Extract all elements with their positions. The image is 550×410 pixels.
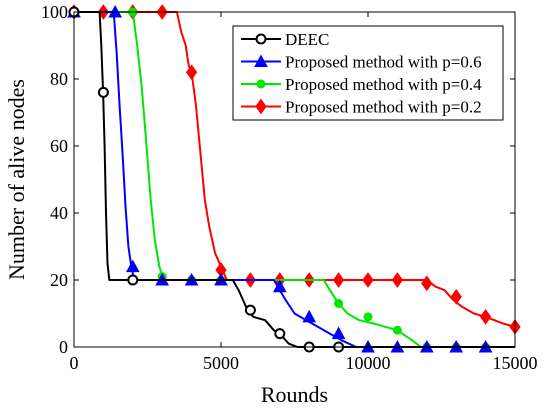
legend-item-2: Proposed method with p=0.6 [241,53,482,72]
series-4-marker-5 [185,64,198,81]
legend-box [232,25,504,121]
x-tick-label-2: 10000 [346,353,391,373]
legend-item-3: Proposed method with p=0.4 [241,75,482,94]
series-4-marker-15 [479,308,492,325]
series-1 [68,6,515,353]
series-layer [67,4,521,353]
series-2-marker-7 [272,279,287,293]
series-1-marker-2 [97,86,109,98]
series-1-marker-5 [274,328,286,340]
legend: DEEC Proposed method with p=0.6 Proposed m… [232,25,504,121]
y-tick-label-5: 100 [41,2,68,22]
y-axis-title: Number of alive nodes [4,79,29,280]
series-3-marker-8 [392,325,402,335]
legend-item-2-marker [254,54,268,67]
legend-item-1: DEEC [241,30,329,49]
y-tick-label-1: 20 [50,270,68,290]
legend-item-3-label: Proposed method with p=0.4 [285,75,482,94]
y-tick-label-3: 60 [50,136,68,156]
x-tick-label-3: 15000 [493,353,538,373]
series-4-marker-10 [332,272,345,288]
y-tick-label-2: 40 [50,203,68,223]
series-2-marker-8 [302,309,317,323]
legend-item-4-marker [255,98,267,115]
series-2-line [74,11,515,348]
x-tick-label-1: 5000 [203,353,239,373]
legend-item-3-marker [256,79,266,89]
legend-item-1-label: DEEC [285,30,329,49]
series-3-marker-6 [334,298,344,308]
plot-frame [73,11,516,348]
y-tick-label-0: 0 [59,337,68,357]
y-tick-label-4: 80 [50,69,68,89]
axis-layer: 0 5000 10000 15000 0 20 40 60 80 100 [41,2,538,373]
legend-item-1-marker [255,33,267,45]
series-4-marker-14 [450,288,462,305]
x-axis-title: Rounds [261,382,328,407]
x-tick-label-0: 0 [70,353,79,373]
series-2-marker-3 [125,259,140,273]
series-1-marker-4 [244,304,256,316]
series-4-marker-11 [362,272,374,288]
legend-item-4: Proposed method with p=0.2 [241,98,482,117]
series-2-marker-9 [331,326,346,340]
series-1-marker-3 [127,274,139,286]
legend-item-4-label: Proposed method with p=0.2 [285,98,482,117]
series-3-marker-7 [363,312,373,322]
series-4-marker-13 [421,275,433,292]
series-4-marker-12 [391,272,404,288]
legend-item-2-label: Proposed method with p=0.6 [285,53,482,72]
